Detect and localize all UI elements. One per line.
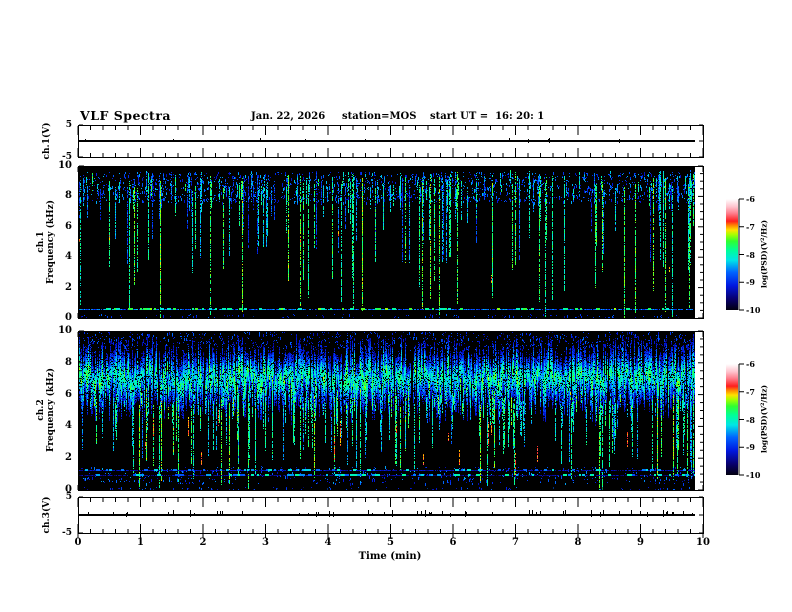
y-tick-label: 6: [65, 388, 72, 400]
x-tick-label: 5: [387, 537, 394, 548]
y-tick-label: 5: [65, 492, 72, 502]
y-tick-label: 10: [58, 160, 72, 171]
x-tick-label: 1: [137, 537, 144, 548]
colorbar-tick-label: -10: [746, 470, 761, 480]
colorbar-ch1-title: log(PSD)(V²/Hz): [759, 219, 769, 289]
colorbar-tick-label: -6: [746, 194, 755, 204]
y-tick-label: 4: [65, 420, 72, 432]
colorbar-tick-label: -8: [746, 249, 755, 260]
colorbar-tick-label: -7: [746, 221, 755, 232]
x-tick-label: 10: [696, 537, 710, 548]
ch1-waveform-canvas: [78, 125, 695, 157]
ch1-spectrogram-canvas: [78, 166, 695, 318]
ch3-waveform-canvas: [78, 497, 695, 533]
colorbar-tick-label: -9: [746, 442, 755, 453]
y-tick-label: 2: [65, 281, 72, 293]
colorbar-ch1: [726, 199, 738, 310]
x-tick-label: 0: [74, 537, 82, 548]
y-tick-label: 5: [65, 120, 72, 130]
colorbar-tick-label: -9: [746, 277, 755, 288]
page-title: VLF Spectra: [80, 108, 172, 123]
colorbar-tick-label: -6: [746, 359, 755, 369]
colorbar-tick-label: -7: [746, 386, 755, 397]
colorbar-tick-label: -10: [746, 305, 761, 315]
header-station: station=MOS: [342, 111, 417, 122]
y-tick-label: 4: [65, 251, 72, 263]
header-date: Jan. 22, 2026: [251, 111, 326, 122]
colorbar-ch2: [726, 364, 738, 475]
y-tick-label: 2: [65, 452, 72, 464]
y-tick-label: 6: [65, 220, 72, 232]
x-axis-title: Time (min): [358, 551, 422, 562]
y-tick-label: -5: [62, 528, 72, 538]
x-tick-label: 9: [637, 537, 644, 548]
ch2-spectrogram-canvas: [78, 331, 695, 490]
x-tick-label: 4: [324, 537, 332, 548]
x-tick-label: 3: [262, 537, 269, 548]
x-tick-label: 2: [199, 537, 207, 548]
y-tick-label: -5: [62, 152, 72, 162]
colorbar-tick-label: -8: [746, 414, 755, 425]
y-tick-label: 8: [65, 356, 72, 368]
y-tick-label: 8: [65, 190, 72, 202]
y-tick-label: 0: [65, 312, 72, 323]
y-tick-label: 0: [65, 484, 72, 495]
y-tick-label: 10: [58, 325, 72, 336]
header-start-ut: start UT = 16: 20: 1: [430, 111, 545, 122]
x-tick-label: 7: [512, 537, 519, 548]
x-tick-label: 8: [574, 537, 582, 548]
colorbar-ch2-title: log(PSD)(V²/Hz): [759, 384, 769, 454]
x-tick-label: 6: [449, 537, 457, 548]
